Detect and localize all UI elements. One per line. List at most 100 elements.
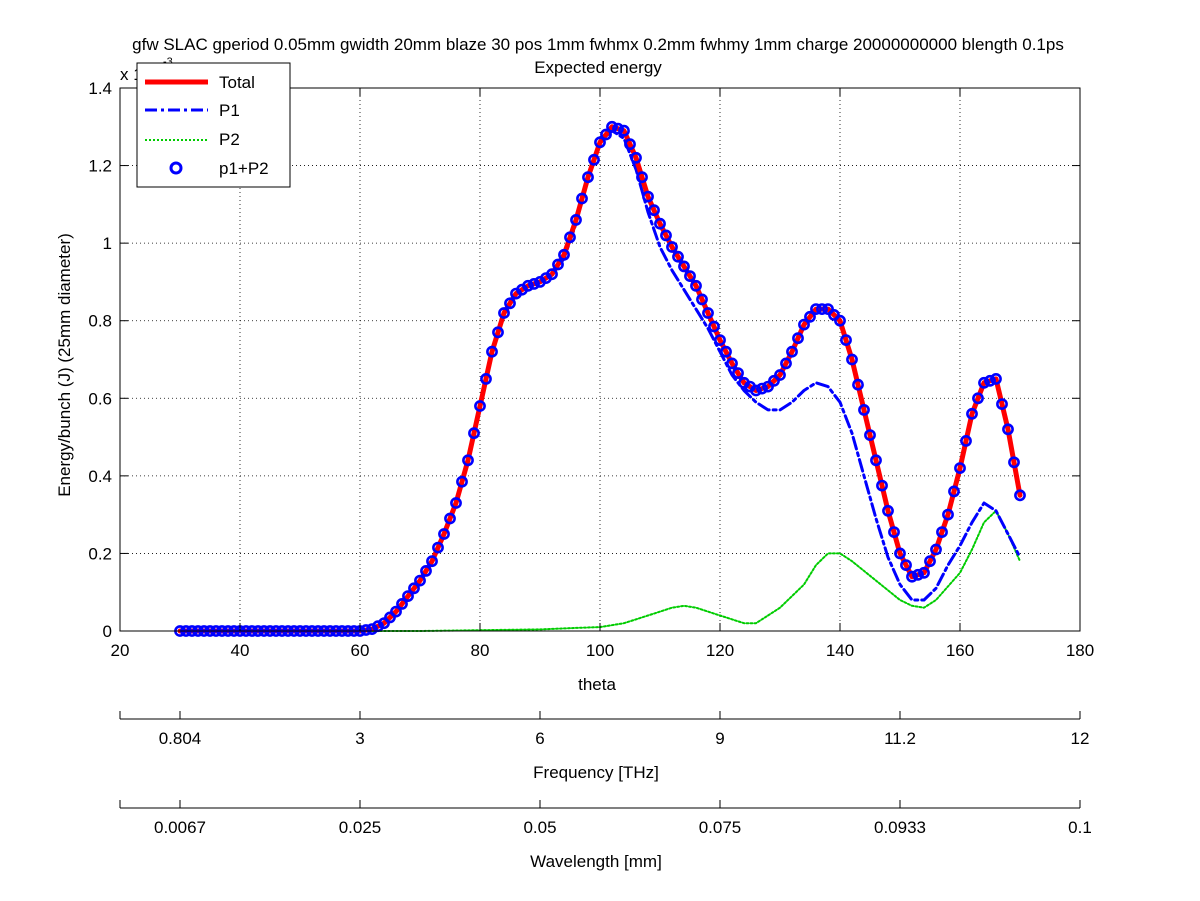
series-line-p2 [179, 509, 1021, 632]
frequency-tick-label: 3 [355, 729, 364, 748]
data-point-marker [360, 624, 372, 636]
data-point-marker [432, 541, 444, 554]
data-point-marker [876, 479, 888, 492]
data-point-marker [858, 403, 870, 416]
data-point-marker [852, 378, 864, 391]
data-point-marker [774, 369, 786, 381]
data-point-marker [822, 303, 834, 315]
data-point-marker [612, 122, 624, 135]
y-axis-label: Energy/bunch (J) (25mm diameter) [55, 233, 74, 497]
data-point-marker [444, 512, 456, 525]
data-point-marker [414, 574, 426, 587]
frequency-tick-label: 9 [715, 729, 724, 748]
x-tick-label: 120 [706, 641, 734, 660]
data-point-marker [390, 605, 402, 618]
data-point-marker [918, 566, 930, 579]
data-point-marker [960, 434, 972, 447]
data-point-marker [954, 462, 966, 474]
data-point-marker [690, 279, 702, 292]
y-exponent-power: -3 [163, 56, 173, 68]
data-point-marker [720, 345, 732, 358]
data-point-marker [660, 229, 672, 242]
data-point-marker [426, 555, 438, 568]
legend-label-sum: p1+P2 [219, 159, 269, 178]
data-point-marker [978, 376, 990, 389]
data-point-marker [552, 258, 564, 271]
y-tick-label: 0 [103, 622, 112, 641]
data-point-marker [492, 326, 504, 339]
data-point-marker [378, 617, 390, 630]
data-point-marker [762, 380, 774, 393]
wavelength-tick-label: 0.0067 [154, 818, 206, 837]
data-point-marker [942, 508, 954, 521]
data-point-marker [456, 475, 468, 488]
data-point-marker [750, 384, 762, 397]
data-point-marker [966, 407, 978, 420]
x-tick-label: 20 [111, 641, 130, 660]
data-point-marker [462, 454, 474, 467]
data-point-marker [450, 497, 462, 509]
data-point-marker [504, 297, 516, 310]
data-point-marker [600, 128, 612, 141]
data-point-marker [486, 345, 498, 358]
data-point-marker [402, 590, 414, 602]
frequency-tick-label: 0.804 [159, 729, 202, 748]
data-point-marker [888, 526, 900, 538]
data-point-marker [828, 308, 840, 321]
y-tick-label: 1.4 [88, 79, 112, 98]
data-point-marker [732, 367, 744, 379]
wavelength-axis-ticks: 0.0067 0.025 0.05 0.075 0.0933 0.1 [119, 800, 1092, 837]
frequency-tick-label: 11.2 [884, 729, 916, 748]
x-tick-label: 80 [471, 641, 490, 660]
data-point-marker [636, 171, 648, 184]
data-point-marker [780, 357, 792, 370]
data-point-marker [546, 268, 558, 281]
x-tick-label: 160 [946, 641, 974, 660]
data-point-marker [1014, 489, 1026, 502]
legend-label-total: Total [219, 73, 255, 92]
data-point-marker [792, 332, 804, 345]
data-point-marker [684, 270, 696, 282]
data-point-marker [618, 124, 630, 137]
data-point-marker [606, 120, 618, 133]
data-point-marker [756, 382, 768, 395]
data-point-marker [582, 171, 594, 184]
data-point-marker [480, 372, 492, 385]
x-tick-label: 40 [231, 641, 250, 660]
x-axis-label: theta [578, 675, 616, 694]
data-point-marker [906, 570, 918, 583]
data-point-marker [714, 334, 726, 346]
data-point-marker [804, 310, 816, 323]
data-point-marker [882, 504, 894, 517]
data-point-marker [936, 526, 948, 538]
data-point-marker [924, 555, 936, 568]
data-point-marker [558, 248, 570, 261]
data-point-marker [846, 353, 858, 366]
data-point-marker [570, 213, 582, 226]
data-point-marker [588, 153, 600, 166]
data-point-marker [912, 568, 924, 581]
data-point-marker [438, 528, 450, 540]
data-point-marker [816, 303, 828, 315]
y-tick-label: 0.4 [88, 467, 112, 486]
y-tick-label: 0.2 [88, 544, 112, 563]
data-point-marker [798, 318, 810, 331]
data-point-marker [624, 138, 636, 151]
data-point-marker [408, 582, 420, 595]
data-point-marker [576, 192, 588, 205]
data-point-marker [564, 231, 576, 244]
y-tick-label: 0.8 [88, 312, 112, 331]
data-point-marker [630, 151, 642, 164]
data-point-marker [1002, 423, 1014, 436]
frequency-tick-label: 12 [1071, 729, 1090, 748]
frequency-axis-label: Frequency [THz] [533, 763, 659, 782]
data-point-marker [474, 400, 486, 412]
y-tick-label: 0.6 [88, 389, 112, 408]
data-point-marker [666, 241, 678, 253]
y-tick-label: 1.2 [88, 157, 112, 176]
wavelength-tick-label: 0.05 [523, 818, 556, 837]
y-tick-label: 1 [103, 234, 112, 253]
data-point-marker [366, 623, 378, 635]
wavelength-tick-label: 0.025 [339, 818, 382, 837]
axis-ticks: 20 40 60 80 100 120 140 160 180 0 0.2 0.4 0.6 0.8 1 1.2… [88, 79, 1094, 660]
